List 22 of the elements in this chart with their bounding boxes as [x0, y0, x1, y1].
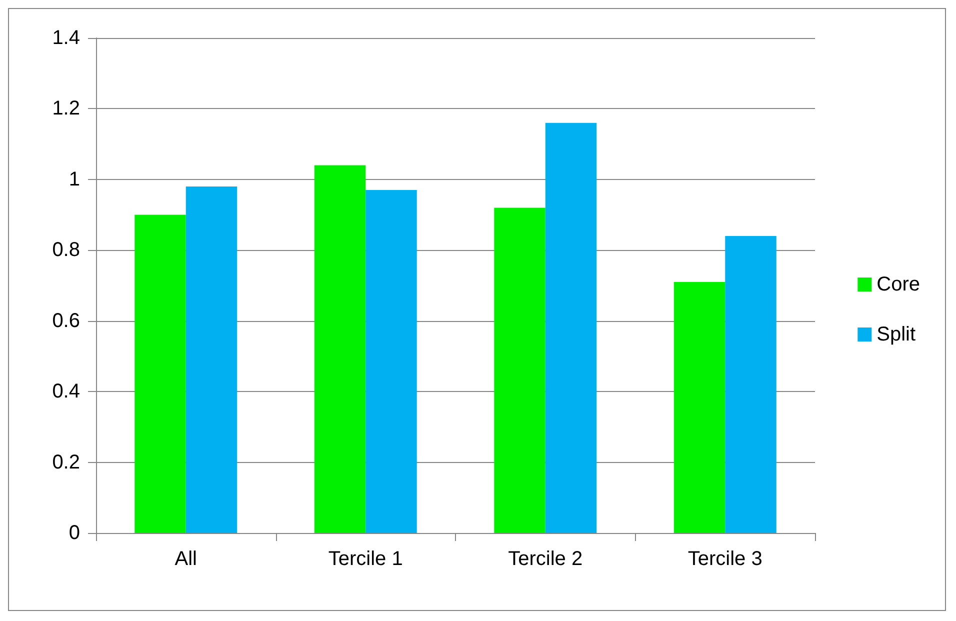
bar [494, 208, 546, 533]
x-tick-label: Tercile 3 [688, 548, 762, 570]
x-tick-label: Tercile 1 [328, 548, 403, 570]
y-tick-label: 1 [68, 168, 80, 190]
y-tick-label: 0.6 [52, 310, 80, 332]
x-tick-label: Tercile 2 [508, 548, 583, 570]
y-tick-label: 0.4 [52, 380, 80, 403]
legend-label: Split [876, 324, 916, 346]
y-tick-label: 0.8 [52, 239, 80, 262]
x-tick-label: All [174, 548, 197, 570]
legend-label: Core [876, 274, 920, 296]
bar [366, 190, 417, 533]
bar [314, 165, 366, 533]
bar [134, 214, 186, 533]
bar [725, 236, 776, 533]
y-tick-label: 0.2 [52, 451, 80, 474]
y-tick-label: 0 [68, 522, 80, 544]
bar [186, 186, 238, 533]
y-tick-label: 1.4 [52, 27, 80, 49]
bar [545, 122, 597, 533]
y-tick-label: 1.2 [52, 98, 80, 120]
bar [674, 282, 726, 533]
